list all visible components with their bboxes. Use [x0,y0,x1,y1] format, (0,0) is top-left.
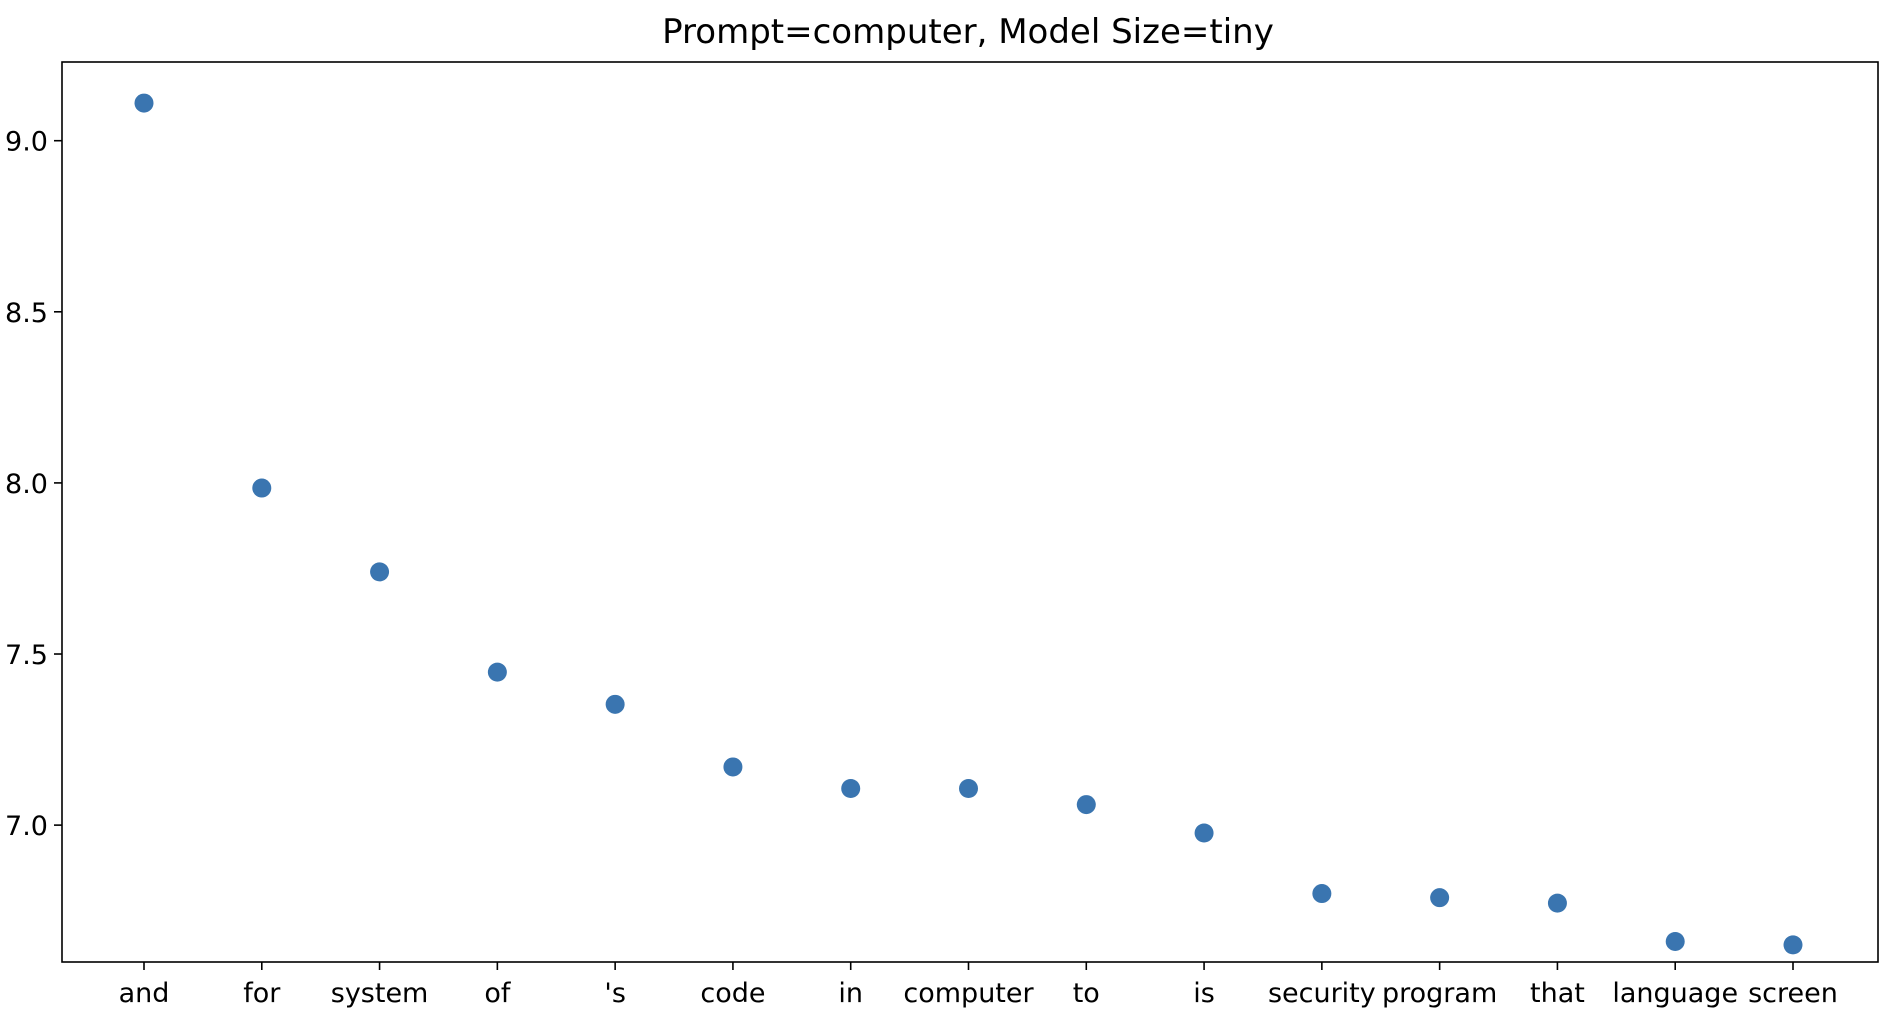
x-tick-label: language [1612,978,1738,1009]
x-tick-label: in [838,978,863,1009]
y-tick-label: 8.0 [5,469,48,500]
x-tick-label: computer [903,978,1034,1009]
y-tick-label: 7.5 [5,640,48,671]
x-tick-label: code [700,978,765,1009]
x-tick-label: for [243,978,281,1009]
x-tick-label: that [1530,978,1585,1009]
y-tick-label: 7.0 [5,811,48,842]
data-point [134,93,154,113]
x-tick-label: security [1268,978,1376,1009]
data-point [252,478,272,498]
data-point [1783,935,1803,955]
data-point [1312,884,1332,904]
chart-title: Prompt=computer, Model Size=tiny [662,12,1274,52]
plot-area-frame [61,61,1879,963]
data-point [723,757,743,777]
x-tick-label: screen [1748,978,1838,1009]
data-point [1430,888,1450,908]
data-point [1665,931,1685,951]
data-point [370,562,390,582]
data-point [841,779,861,799]
x-axis: and for system of 's code in computer to is securi… [119,962,1838,1009]
x-tick-label: of [484,978,512,1009]
data-point [1194,823,1214,843]
x-tick-label: and [119,978,170,1009]
y-tick-label: 9.0 [5,127,48,158]
x-tick-label: to [1073,978,1100,1009]
data-point [1076,795,1096,815]
x-tick-label: program [1382,978,1497,1009]
y-tick-label: 8.5 [5,298,48,329]
data-point [605,694,625,714]
data-point [959,779,978,799]
x-tick-label: 's [604,978,626,1009]
x-tick-label: system [331,978,429,1009]
data-point [1547,893,1567,913]
y-axis: 7.0 7.5 8.0 8.5 9.0 [5,127,62,842]
data-point [487,662,507,682]
x-tick-label: is [1193,978,1215,1009]
scatter-series [134,93,1803,955]
